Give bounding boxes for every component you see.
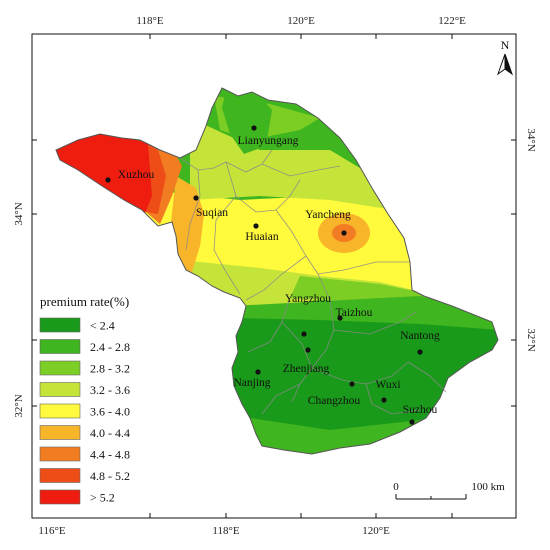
city-marker-taizhou [337,315,343,321]
city-marker-suzhou [409,419,415,425]
city-marker-lianyungang [251,125,257,131]
prefecture-boundaries [179,149,447,415]
lon-label-top-120: 120°E [287,15,315,27]
legend-label-6: 4.4 - 4.8 [90,448,130,462]
lat-label-right-32: 32°N [525,328,537,351]
lat-label-left-32: 32°N [13,394,25,417]
north-label: N [501,38,510,52]
city-label-suzhou: Suzhou [403,404,438,416]
lat-label-left-34: 34°N [13,202,25,225]
city-marker-suqian [193,195,199,201]
scale-start-label: 0 [393,481,399,493]
lon-label-bottom-116: 116°E [38,525,65,537]
city-label-huaian: Huaian [245,231,278,243]
scale-bar [395,494,467,500]
scale-end-label: 100 km [471,481,505,493]
city-label-nantong: Nantong [400,330,440,342]
legend: premium rate(%) < 2.4 2.4 - 2.8 2.8 - 3.2 3… [39,294,130,505]
city-marker-zhenjiang [305,347,311,353]
legend-swatch-1 [39,339,81,354]
lon-label-bottom-118: 118°E [212,525,239,537]
city-marker-yancheng [341,230,347,236]
lon-label-top-122: 122°E [438,15,466,27]
legend-swatch-2 [39,360,81,376]
legend-swatch-4 [39,403,81,419]
city-marker-nantong [417,349,423,355]
legend-label-4: 3.6 - 4.0 [90,405,130,419]
city-label-nanjing: Nanjing [233,377,270,389]
lon-label-bottom-120: 120°E [362,525,390,537]
city-layer: Lianyungang Xuzhou Suqian Huaian Yancheng Yan… [105,125,440,425]
city-label-xuzhou: Xuzhou [118,169,155,181]
legend-swatch-6 [39,446,81,462]
city-marker-nanjing [255,369,261,375]
legend-label-7: 4.8 - 5.2 [90,469,130,483]
legend-swatch-8 [39,489,81,505]
legend-swatch-0 [39,317,81,333]
frame-ticks [32,34,516,518]
legend-label-0: < 2.4 [90,319,115,333]
city-marker-yangzhou [301,331,307,337]
north-arrow-icon [497,53,513,76]
city-label-suqian: Suqian [196,207,228,219]
lon-label-top-118: 118°E [136,15,163,27]
legend-swatch-5 [39,425,81,440]
city-marker-xuzhou [105,177,111,183]
legend-swatch-7 [39,468,81,483]
city-label-wuxi: Wuxi [375,379,400,391]
city-label-changzhou: Changzhou [308,395,361,407]
province-outline [55,87,499,455]
legend-label-5: 4.0 - 4.4 [90,426,130,440]
city-marker-wuxi [381,397,387,403]
legend-swatch-3 [39,382,81,397]
city-label-zhenjiang: Zhenjiang [283,363,330,375]
lat-label-right-34: 34°N [525,128,537,151]
city-label-lianyungang: Lianyungang [238,135,299,147]
city-label-yancheng: Yancheng [305,209,351,221]
city-label-yangzhou: Yangzhou [285,293,331,305]
city-label-taizhou: Taizhou [336,307,373,319]
legend-label-8: > 5.2 [90,491,115,505]
city-marker-changzhou [349,381,355,387]
city-marker-huaian [253,223,259,229]
legend-label-2: 2.8 - 3.2 [90,362,130,376]
legend-title: premium rate(%) [40,294,129,309]
legend-label-3: 3.2 - 3.6 [90,383,130,397]
legend-label-1: 2.4 - 2.8 [90,340,130,354]
